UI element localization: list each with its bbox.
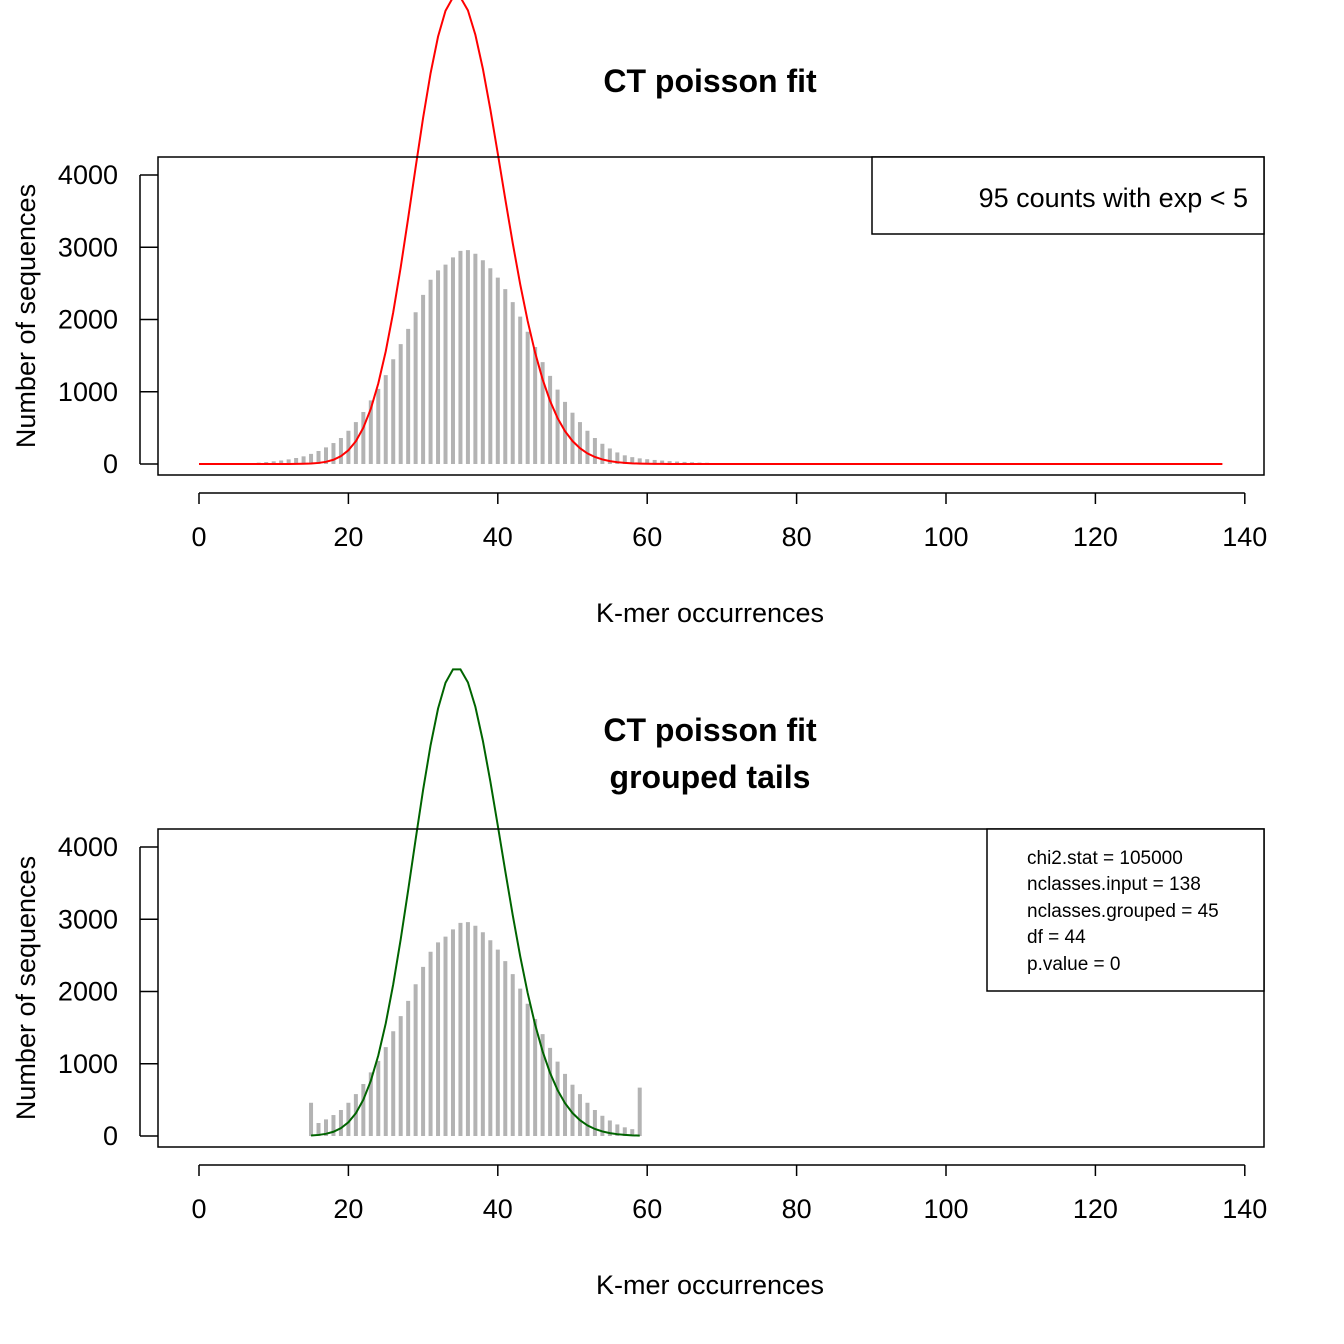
panel-2-y-axis: 0 1000 2000 3000 4000 [58, 832, 158, 1151]
panel-2-legend: chi2.stat = 105000 nclasses.input = 138 … [986, 828, 1265, 992]
panel-1-plot-frame [157, 156, 1265, 476]
panel-2-subtitle: grouped tails [610, 759, 811, 795]
x-tick-label: 80 [782, 1194, 812, 1224]
panel-2-legend-line-nclasses-grouped: nclasses.grouped = 45 [1027, 901, 1219, 922]
y-tick-label: 3000 [58, 232, 118, 262]
y-tick-label: 3000 [58, 904, 118, 934]
panel-2-legend-line-pvalue: p.value = 0 [1027, 954, 1121, 975]
panel-2-title: CT poisson fit [603, 712, 817, 748]
x-tick-label: 0 [191, 522, 206, 552]
panel-2-legend-line-nclasses-input: nclasses.input = 138 [1027, 874, 1201, 895]
x-tick-label: 20 [333, 522, 363, 552]
panel-2-x-axis-label: K-mer occurrences [596, 1270, 824, 1300]
x-tick-label: 120 [1073, 522, 1118, 552]
panel-1-y-axis-label: Number of sequences [11, 184, 41, 448]
panel-1-x-axis: 0 20 40 60 80 100 120 140 [191, 492, 1267, 552]
panel-2-x-axis: 0 20 40 60 80 100 120 140 [191, 1164, 1267, 1224]
panel-1-bars [211, 250, 1225, 464]
x-tick-label: 120 [1073, 1194, 1118, 1224]
x-tick-label: 140 [1222, 522, 1267, 552]
panel-2-y-axis-label: Number of sequences [11, 856, 41, 1120]
panel-2: CT poisson fit grouped tails 01000200030… [11, 668, 1267, 1300]
y-tick-label: 1000 [58, 377, 118, 407]
panel-1-legend-box [871, 156, 1265, 235]
y-tick-label: 0 [103, 449, 118, 479]
panel-1-legend: 95 counts with exp < 5 [871, 156, 1265, 235]
y-tick-label: 4000 [58, 832, 118, 862]
x-tick-label: 0 [191, 1194, 206, 1224]
x-tick-label: 100 [923, 1194, 968, 1224]
x-tick-label: 80 [782, 522, 812, 552]
y-tick-label: 4000 [58, 160, 118, 190]
panel-1: CT poisson fit 0 1000 2000 3000 4000 0 20 40 60… [11, 0, 1267, 628]
panel-1-poisson-curve [199, 0, 1223, 465]
panel-2-bars [309, 922, 642, 1136]
y-tick-label: 1000 [58, 1049, 118, 1079]
x-tick-label: 40 [483, 1194, 513, 1224]
panel-1-title: CT poisson fit [603, 63, 817, 99]
x-tick-label: 60 [632, 522, 662, 552]
x-tick-label: 20 [333, 1194, 363, 1224]
panel-1-legend-text: 95 counts with exp < 5 [979, 183, 1248, 213]
x-tick-label: 100 [923, 522, 968, 552]
panel-1-x-axis-label: K-mer occurrences [596, 598, 824, 628]
x-tick-label: 140 [1222, 1194, 1267, 1224]
panel-2-legend-line-chi2: chi2.stat = 105000 [1027, 848, 1183, 869]
x-tick-label: 60 [632, 1194, 662, 1224]
panel-1-y-axis: 0 1000 2000 3000 4000 [58, 160, 158, 479]
y-tick-label: 0 [103, 1121, 118, 1151]
panel-2-poisson-curve [310, 668, 640, 1137]
x-tick-label: 40 [483, 522, 513, 552]
y-tick-label: 2000 [58, 305, 118, 335]
y-tick-label: 2000 [58, 977, 118, 1007]
panel-2-legend-box [986, 828, 1265, 992]
panel-2-legend-line-df: df = 44 [1027, 927, 1086, 948]
